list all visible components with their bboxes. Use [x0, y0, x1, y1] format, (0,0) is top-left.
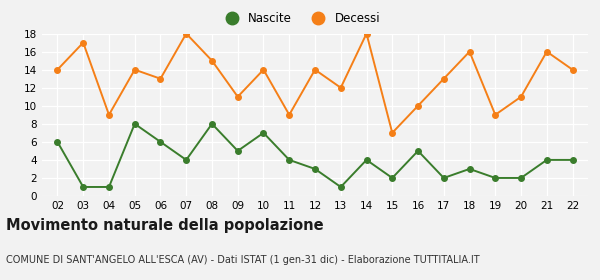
- Text: COMUNE DI SANT'ANGELO ALL'ESCA (AV) - Dati ISTAT (1 gen-31 dic) - Elaborazione T: COMUNE DI SANT'ANGELO ALL'ESCA (AV) - Da…: [6, 255, 479, 265]
- Text: Movimento naturale della popolazione: Movimento naturale della popolazione: [6, 218, 323, 234]
- Legend: Nascite, Decessi: Nascite, Decessi: [215, 7, 385, 30]
